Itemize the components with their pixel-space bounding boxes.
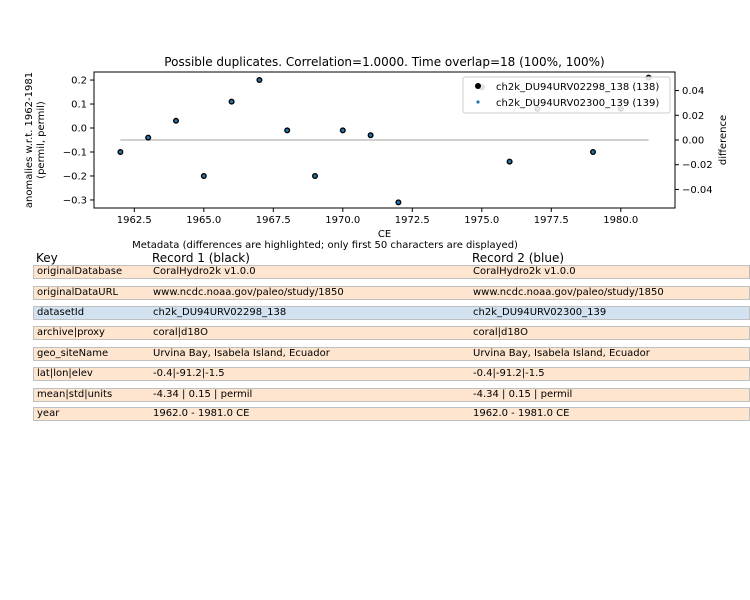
metadata-key: archive|proxy bbox=[37, 327, 105, 338]
metadata-key: datasetId bbox=[37, 307, 85, 318]
y-axis-label-line: anomalies w.r.t. 1962-1981 bbox=[24, 72, 35, 208]
y-right-tick-label: 0.02 bbox=[682, 111, 704, 122]
record2-point bbox=[369, 133, 373, 137]
chart-title: Possible duplicates. Correlation=1.0000.… bbox=[164, 55, 604, 69]
record2-point bbox=[202, 174, 206, 178]
y-tick-label: 0.0 bbox=[71, 124, 87, 135]
metadata-key: lat|lon|elev bbox=[37, 368, 93, 379]
metadata-record-2-value: -4.34 | 0.15 | permil bbox=[473, 389, 573, 400]
metadata-record-1-value: ch2k_DU94URV02298_138 bbox=[153, 307, 287, 318]
header-record-2: Record 2 (blue) bbox=[472, 251, 565, 265]
x-tick-label: 1977.5 bbox=[534, 215, 569, 226]
metadata-record-2-value: ch2k_DU94URV02300_139 bbox=[473, 307, 607, 318]
legend-label-record1: ch2k_DU94URV02298_138 (138) bbox=[496, 82, 659, 93]
record2-point bbox=[118, 150, 123, 154]
y-tick-label: −0.2 bbox=[63, 171, 87, 182]
metadata-record-2-value: coral|d18O bbox=[473, 327, 528, 338]
metadata-key: originalDatabase bbox=[37, 266, 123, 277]
record2-point bbox=[341, 128, 345, 133]
metadata-key: year bbox=[37, 408, 60, 419]
legend-marker-record1 bbox=[475, 83, 481, 89]
metadata-record-1-value: Urvina Bay, Isabela Island, Ecuador bbox=[153, 348, 330, 359]
y-right-tick-label: 0.00 bbox=[682, 136, 704, 147]
metadata-row: mean|std|units -4.34 | 0.15 | permil -4.34… bbox=[33, 388, 750, 402]
record2-point bbox=[507, 159, 512, 164]
metadata-record-2-value: Urvina Bay, Isabela Island, Ecuador bbox=[473, 348, 650, 359]
y-axis-label: anomalies w.r.t. 1962-1981(permil, permi… bbox=[24, 72, 47, 208]
record2-point bbox=[174, 119, 178, 123]
metadata-record-1-value: 1962.0 - 1981.0 CE bbox=[153, 408, 250, 419]
y-right-tick-label: −0.04 bbox=[682, 185, 713, 196]
x-tick-label: 1980.0 bbox=[603, 215, 638, 226]
y-axis-label-line: (permil, permil) bbox=[36, 101, 47, 179]
metadata-key: originalDataURL bbox=[37, 287, 119, 298]
header-record-1: Record 1 (black) bbox=[152, 251, 250, 265]
x-tick-label: 1972.5 bbox=[395, 215, 430, 226]
y-tick-label: 0.1 bbox=[71, 100, 87, 111]
metadata-record-1-value: -0.4|-91.2|-1.5 bbox=[153, 368, 225, 379]
y-tick-label: 0.2 bbox=[71, 76, 87, 87]
x-tick-label: 1965.0 bbox=[186, 215, 221, 226]
metadata-row: archive|proxy coral|d18O coral|d18O bbox=[33, 326, 750, 340]
metadata-row: lat|lon|elev -0.4|-91.2|-1.5 -0.4|-91.2|-1… bbox=[33, 367, 750, 381]
metadata-record-1-value: -4.34 | 0.15 | permil bbox=[153, 389, 253, 400]
record2-point bbox=[313, 174, 317, 178]
metadata-row: datasetId ch2k_DU94URV02298_138 ch2k_DU94U… bbox=[33, 306, 750, 320]
legend-marker-record2 bbox=[476, 100, 480, 104]
metadata-record-1-value: www.ncdc.noaa.gov/paleo/study/1850 bbox=[153, 287, 344, 298]
metadata-row: geo_siteName Urvina Bay, Isabela Island, … bbox=[33, 347, 750, 361]
x-tick-label: 1970.0 bbox=[325, 215, 360, 226]
metadata-record-2-value: -0.4|-91.2|-1.5 bbox=[473, 368, 545, 379]
x-axis-label: CE bbox=[378, 229, 391, 240]
record2-point bbox=[257, 78, 262, 82]
metadata-title: Metadata (differences are highlighted; o… bbox=[132, 240, 518, 251]
record2-point bbox=[230, 100, 234, 104]
y-right-axis-label: difference bbox=[718, 115, 729, 165]
record2-point bbox=[285, 128, 289, 133]
metadata-key: geo_siteName bbox=[37, 348, 109, 359]
legend-label-record2: ch2k_DU94URV02300_139 (139) bbox=[496, 98, 659, 109]
metadata-record-2-value: www.ncdc.noaa.gov/paleo/study/1850 bbox=[473, 287, 664, 298]
header-key: Key bbox=[36, 251, 58, 265]
metadata-record-2-value: 1962.0 - 1981.0 CE bbox=[473, 408, 570, 419]
metadata-record-1-value: coral|d18O bbox=[153, 327, 208, 338]
record2-point bbox=[591, 150, 595, 154]
legend-box bbox=[462, 76, 671, 114]
y-right-tick-label: 0.04 bbox=[682, 86, 704, 97]
y-tick-label: −0.3 bbox=[63, 195, 87, 206]
metadata-row: originalDataURL www.ncdc.noaa.gov/paleo/s… bbox=[33, 286, 750, 300]
y-right-tick-label: −0.02 bbox=[682, 160, 713, 171]
record2-point bbox=[146, 136, 150, 140]
metadata-row: year 1962.0 - 1981.0 CE 1962.0 - 1981.0 CE bbox=[33, 407, 750, 421]
metadata-record-2-value: CoralHydro2k v1.0.0 bbox=[473, 266, 576, 277]
metadata-row: originalDatabase CoralHydro2k v1.0.0 Coral… bbox=[33, 265, 750, 279]
y-tick-label: −0.1 bbox=[63, 147, 87, 158]
metadata-record-1-value: CoralHydro2k v1.0.0 bbox=[153, 266, 256, 277]
x-tick-label: 1962.5 bbox=[117, 215, 152, 226]
scatter-chart: Possible duplicates. Correlation=1.0000.… bbox=[24, 55, 729, 240]
x-tick-label: 1967.5 bbox=[256, 215, 291, 226]
metadata-key: mean|std|units bbox=[37, 389, 113, 400]
record2-point bbox=[396, 200, 400, 204]
x-tick-label: 1975.0 bbox=[464, 215, 499, 226]
